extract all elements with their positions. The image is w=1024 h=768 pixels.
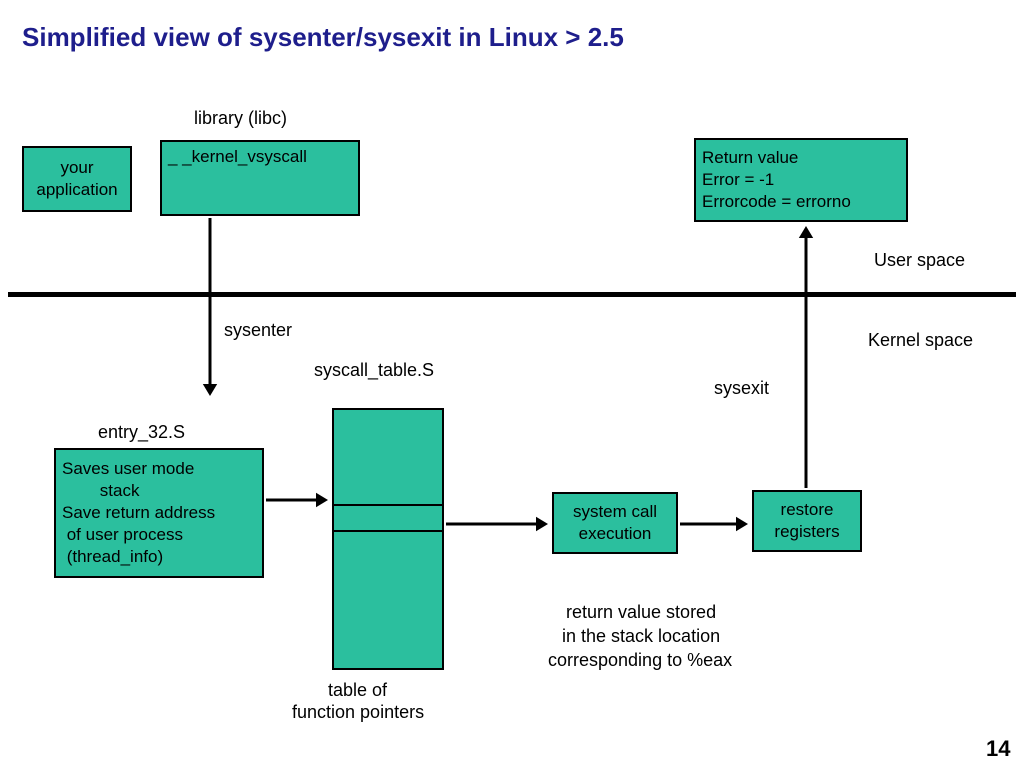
table-inner-divider-2 <box>332 530 444 532</box>
label-library: library (libc) <box>194 108 287 129</box>
label-entry32: entry_32.S <box>98 422 185 443</box>
box-syscall-table <box>332 408 444 670</box>
label-return-stored-1: return value stored <box>566 602 716 623</box>
label-return-stored-3: corresponding to %eax <box>548 650 732 671</box>
label-user-space: User space <box>874 250 965 271</box>
box-text-line: execution <box>579 523 652 545</box>
arrow-table-to-exec <box>432 510 562 538</box>
arrow-exec-to-restore <box>666 510 762 538</box>
box-text-line: restore <box>781 499 834 521</box>
box-return-value: Return value Error = -1 Errorcode = erro… <box>694 138 908 222</box>
page-title: Simplified view of sysenter/sysexit in L… <box>22 22 624 53</box>
label-syscall-table: syscall_table.S <box>314 360 434 381</box>
space-divider <box>8 292 1016 297</box>
box-text-line: system call <box>573 501 657 523</box>
label-return-stored-2: in the stack location <box>562 626 720 647</box>
arrow-sysenter-down <box>196 204 224 410</box>
arrow-sysexit-up <box>792 212 820 502</box>
box-text-line: application <box>36 179 117 201</box>
box-text-line: your <box>60 157 93 179</box>
label-table-caption-2: function pointers <box>292 702 424 723</box>
label-table-caption-1: table of <box>328 680 387 701</box>
label-sysenter: sysenter <box>224 320 292 341</box>
label-kernel-space: Kernel space <box>868 330 973 351</box>
box-your-application: yourapplication <box>22 146 132 212</box>
box-syscall-execution: system callexecution <box>552 492 678 554</box>
box-text-line: registers <box>774 521 839 543</box>
table-inner-divider-1 <box>332 504 444 506</box>
box-saves-stack: Saves user mode stack Save return addres… <box>54 448 264 578</box>
label-sysexit: sysexit <box>714 378 769 399</box>
arrow-entry-to-table <box>252 486 342 514</box>
page-number: 14 <box>986 736 1010 762</box>
box-kernel-vsyscall: _ _kernel_vsyscall <box>160 140 360 216</box>
